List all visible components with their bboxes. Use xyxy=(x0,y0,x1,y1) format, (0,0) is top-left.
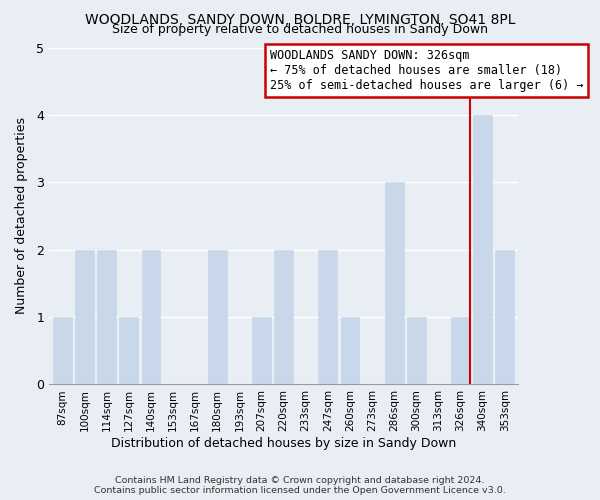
Bar xyxy=(274,250,293,384)
Text: Contains public sector information licensed under the Open Government Licence v3: Contains public sector information licen… xyxy=(94,486,506,495)
Bar xyxy=(451,317,470,384)
Bar xyxy=(142,250,160,384)
Bar xyxy=(407,317,425,384)
X-axis label: Distribution of detached houses by size in Sandy Down: Distribution of detached houses by size … xyxy=(111,437,456,450)
Bar xyxy=(473,115,492,384)
Y-axis label: Number of detached properties: Number of detached properties xyxy=(15,118,28,314)
Bar xyxy=(495,250,514,384)
Bar xyxy=(252,317,271,384)
Text: WOODLANDS, SANDY DOWN, BOLDRE, LYMINGTON, SO41 8PL: WOODLANDS, SANDY DOWN, BOLDRE, LYMINGTON… xyxy=(85,12,515,26)
Bar xyxy=(75,250,94,384)
Bar xyxy=(208,250,227,384)
Bar xyxy=(385,182,404,384)
Bar xyxy=(97,250,116,384)
Bar xyxy=(341,317,359,384)
Bar xyxy=(119,317,138,384)
Bar xyxy=(53,317,72,384)
Text: Size of property relative to detached houses in Sandy Down: Size of property relative to detached ho… xyxy=(112,22,488,36)
Text: WOODLANDS SANDY DOWN: 326sqm
← 75% of detached houses are smaller (18)
25% of se: WOODLANDS SANDY DOWN: 326sqm ← 75% of de… xyxy=(269,49,583,92)
Bar xyxy=(319,250,337,384)
Text: Contains HM Land Registry data © Crown copyright and database right 2024.: Contains HM Land Registry data © Crown c… xyxy=(115,476,485,485)
